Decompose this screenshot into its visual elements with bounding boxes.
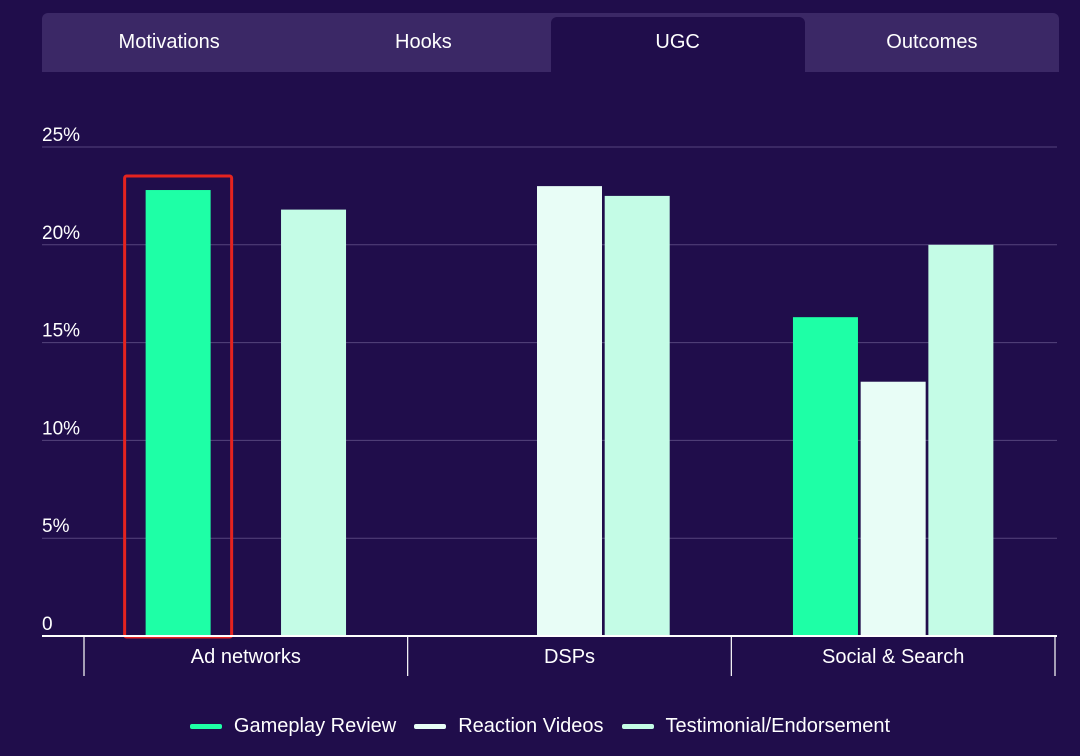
bar-reaction-videos-dsps: [537, 186, 602, 636]
x-category-label: Social & Search: [822, 646, 964, 668]
bar-gameplay-review-ad-networks: [145, 190, 211, 637]
y-tick-label: 0: [42, 614, 53, 635]
y-tick-label: 15%: [42, 321, 80, 342]
tab-bar: Motivations Hooks UGC Outcomes: [42, 13, 1059, 72]
y-tick-label: 5%: [42, 516, 70, 537]
tab-motivations[interactable]: Motivations: [118, 31, 220, 53]
tab-ugc[interactable]: UGC: [550, 17, 805, 72]
bar-reaction-videos-social-search: [860, 381, 926, 636]
tab-hooks[interactable]: Hooks: [395, 31, 452, 53]
y-tick-label: 25%: [42, 125, 80, 146]
legend-item-reaction-videos[interactable]: Reaction Videos: [414, 714, 604, 738]
legend-item-testimonial-endorsement[interactable]: Testimonial/Endorsement: [621, 714, 891, 738]
legend: Gameplay Review Reaction Videos Testimon…: [0, 712, 1080, 740]
bar-chart: 0 5% 10% 15% 20% 25% Ad networks DSPs Social & S…: [42, 125, 1057, 676]
legend-swatch-reaction-videos: [414, 723, 447, 729]
legend-swatch-testimonial-endorsement: [621, 723, 654, 729]
legend-swatch-gameplay-review: [189, 723, 222, 729]
y-tick-label: 10%: [42, 418, 80, 439]
bar-testimonial-endorsement-dsps: [604, 195, 670, 636]
legend-item-gameplay-review[interactable]: Gameplay Review: [189, 714, 397, 738]
bar-testimonial-endorsement-social-search: [928, 244, 994, 637]
x-category-label: DSPs: [544, 646, 595, 668]
y-tick-label: 20%: [42, 223, 80, 244]
tab-outcomes[interactable]: Outcomes: [886, 31, 978, 53]
bar-testimonial-endorsement-ad-networks: [281, 209, 347, 637]
legend-label-gameplay-review: Gameplay Review: [233, 714, 397, 737]
legend-label-testimonial-endorsement: Testimonial/Endorsement: [665, 714, 891, 737]
bar-gameplay-review-social-search: [792, 317, 858, 636]
x-category-label: Ad networks: [191, 646, 301, 668]
legend-label-reaction-videos: Reaction Videos: [458, 714, 604, 737]
